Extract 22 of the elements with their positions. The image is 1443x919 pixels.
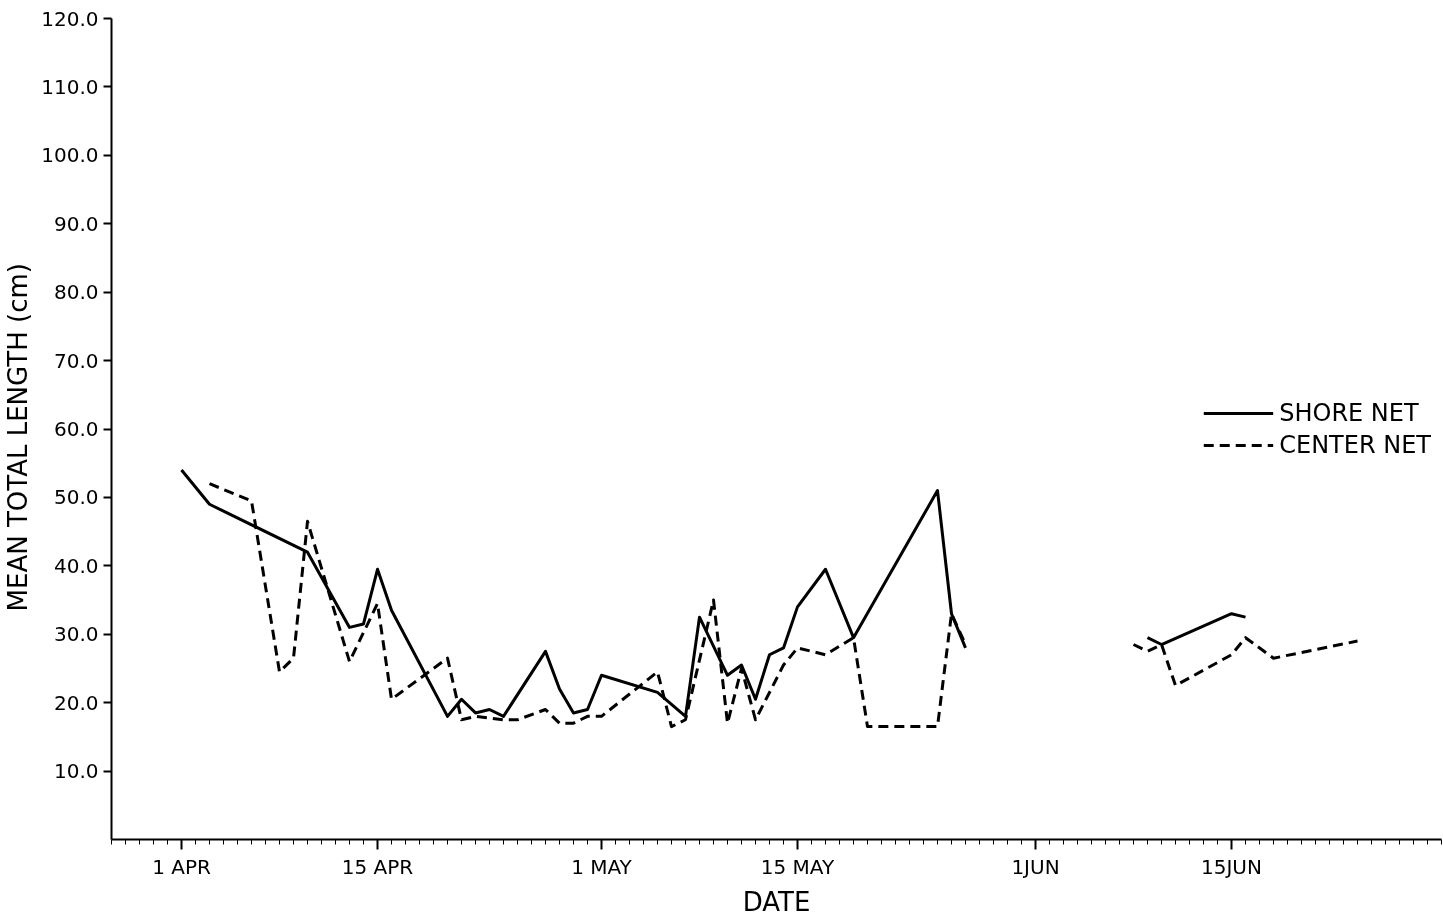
y-tick-label: 100.0 bbox=[41, 143, 99, 168]
y-tick-label: 50.0 bbox=[53, 485, 99, 510]
y-tick-label: 90.0 bbox=[53, 211, 99, 236]
y-tick-label: 70.0 bbox=[53, 348, 99, 373]
x-axis-title: DATE bbox=[742, 886, 811, 917]
y-tick-label: 40.0 bbox=[53, 553, 99, 578]
y-tick-label: 80.0 bbox=[53, 280, 99, 305]
y-tick-label: 30.0 bbox=[53, 622, 99, 647]
y-tick-label: 10.0 bbox=[53, 759, 99, 784]
y-tick-label: 60.0 bbox=[53, 417, 99, 441]
y-tick-label: 120.0 bbox=[41, 6, 99, 31]
x-tick-label: 1JUN bbox=[1011, 854, 1060, 879]
x-tick-label: 15 MAY bbox=[760, 854, 835, 879]
y-tick-label: 110.0 bbox=[41, 74, 99, 99]
legend-label: SHORE NET bbox=[1279, 398, 1419, 427]
legend-label: CENTER NET bbox=[1279, 430, 1431, 459]
x-tick-label: 1 MAY bbox=[571, 854, 633, 879]
x-tick-label: 15JUN bbox=[1201, 854, 1262, 879]
x-tick-label: 1 APR bbox=[152, 854, 211, 879]
x-tick-label: 15 APR bbox=[341, 854, 414, 879]
y-tick-label: 20.0 bbox=[53, 690, 99, 715]
y-axis-title: MEAN TOTAL LENGTH (cm) bbox=[3, 263, 34, 612]
